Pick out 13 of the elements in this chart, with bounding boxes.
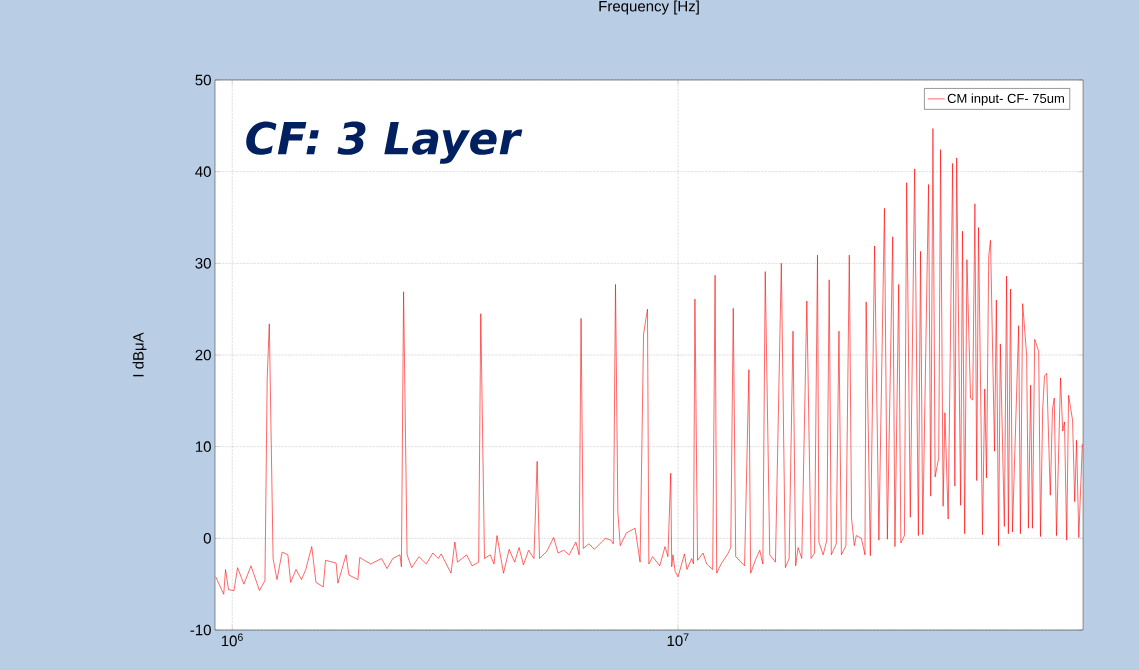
y-axis-title: I dBμA	[132, 332, 147, 377]
y-tick-label: 50	[195, 74, 211, 86]
y-tick-label: 40	[195, 166, 211, 177]
text: CF: 3 Layer	[246, 121, 523, 164]
y-tick-label: 20	[195, 349, 211, 361]
y-tick-label: 30	[195, 258, 211, 269]
y-tick-label: -10	[190, 624, 211, 636]
y-tick-label: 0	[203, 533, 211, 544]
legend-label: CM input- CF- 75um	[947, 93, 1064, 106]
y-tick-label: 10	[195, 441, 211, 452]
x-axis-title: Frequency [Hz]	[599, 0, 699, 15]
x-tick-label: 10$^{6}$	[221, 633, 243, 647]
x-tick-label: 10$^{7}$	[667, 633, 689, 647]
